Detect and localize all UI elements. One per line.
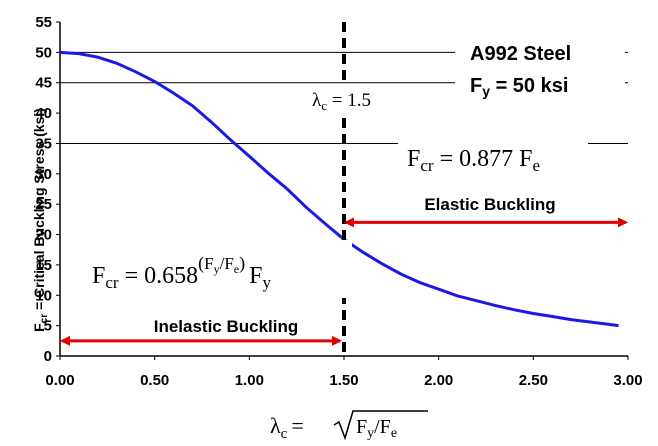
y-tick-label: 5 <box>44 318 52 335</box>
y-tick-label: 25 <box>35 196 52 213</box>
y-axis-label: Fcr = Critical Buckling Stress (ksi) <box>31 108 50 332</box>
elastic-equation: Fcr = 0.877 Fe <box>407 146 540 175</box>
elastic-region-label: Elastic Buckling <box>424 195 555 214</box>
inelastic-region-label: Inelastic Buckling <box>154 317 299 336</box>
svg-text:Fy/Fe: Fy/Fe <box>356 416 397 441</box>
x-tick-label: 2.50 <box>519 372 548 389</box>
svg-text:λc=: λc = <box>270 413 304 442</box>
material-title: A992 Steel <box>470 43 571 65</box>
x-tick-labels: 0.00 0.50 1.00 1.50 2.00 2.50 3.00 <box>45 372 642 389</box>
y-tick-label: 45 <box>35 75 52 92</box>
inelastic-eq-bg <box>80 240 352 298</box>
y-tick-label: 30 <box>35 166 52 183</box>
axes <box>56 21 629 360</box>
y-tick-labels: 0 5 10 15 20 25 30 35 40 45 50 55 <box>35 14 52 365</box>
x-tick-label: 0.50 <box>140 372 169 389</box>
y-tick-label: 10 <box>35 287 52 304</box>
x-tick-label: 1.00 <box>235 372 264 389</box>
y-tick-label: 55 <box>35 14 52 31</box>
y-tick-label: 35 <box>35 135 52 152</box>
fy-label: Fy = 50 ksi <box>470 75 568 99</box>
x-tick-label: 0.00 <box>45 372 74 389</box>
x-tick-label: 1.50 <box>329 372 358 389</box>
sqrt-symbol <box>333 410 428 441</box>
elastic-eq-bg <box>398 140 588 180</box>
y-tick-label: 50 <box>35 44 52 61</box>
y-tick-label: 15 <box>35 257 52 274</box>
x-tick-label: 2.00 <box>424 372 453 389</box>
material-box-bg <box>455 36 625 104</box>
divider-label: λc = 1.5 <box>312 90 371 113</box>
y-tick-label: 0 <box>44 348 52 365</box>
x-axis-label: λc = Fy/Fe <box>270 410 428 442</box>
divider-label-bg <box>307 84 397 114</box>
inelastic-equation: Fcr = 0.658(Fy/Fe) Fy <box>92 253 271 292</box>
y-tick-label: 40 <box>35 105 52 122</box>
y-tick-label: 20 <box>35 227 52 244</box>
x-tick-label: 3.00 <box>613 372 642 389</box>
